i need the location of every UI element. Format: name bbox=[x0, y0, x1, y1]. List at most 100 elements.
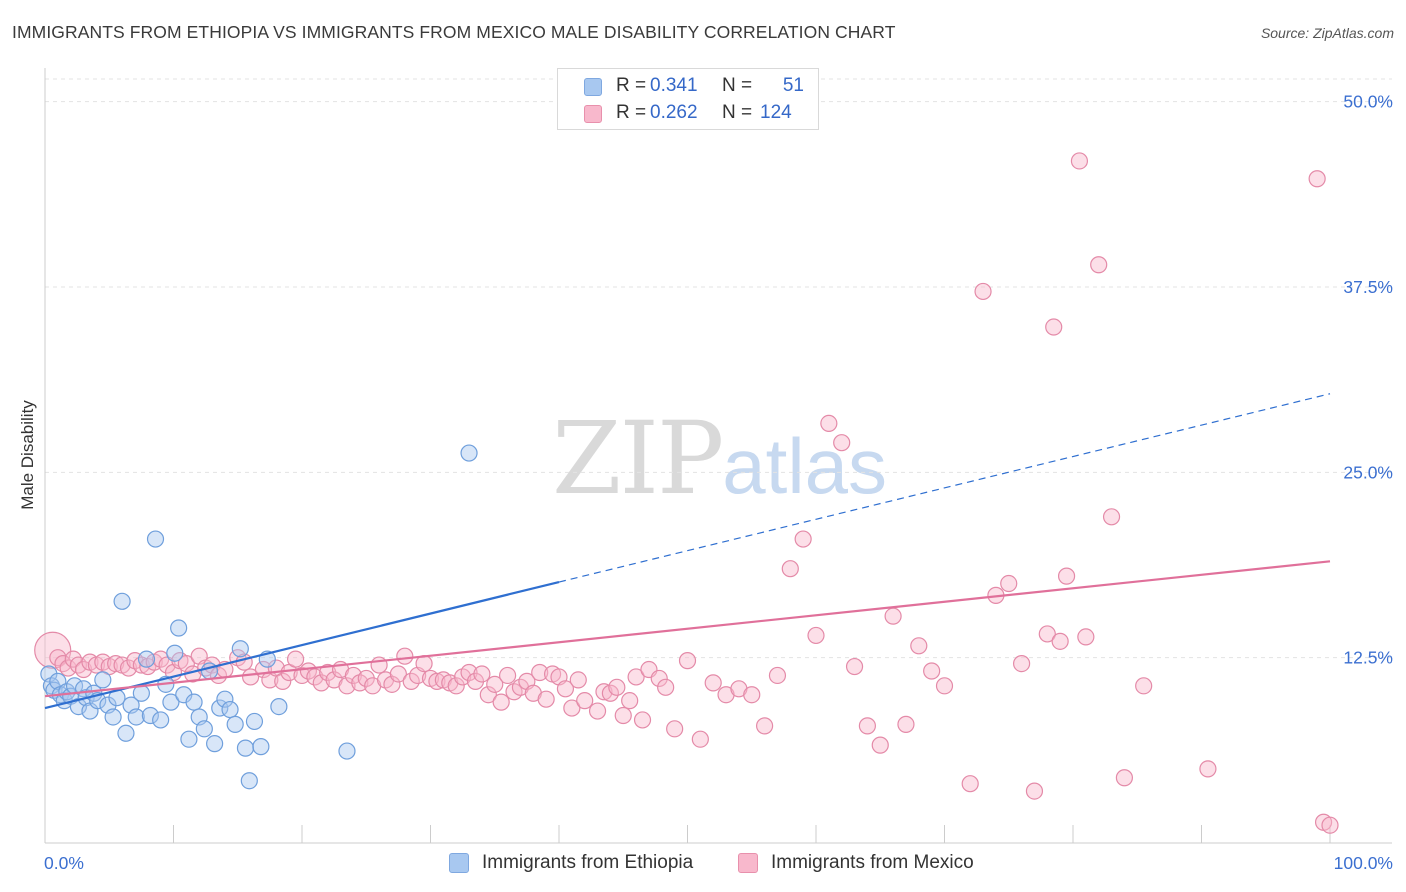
data-point-immigrants-from-mexico bbox=[299, 662, 318, 680]
data-point-immigrants-from-ethiopia bbox=[141, 706, 159, 725]
data-point-immigrants-from-mexico bbox=[794, 530, 812, 548]
data-point-immigrants-from-mexico bbox=[396, 647, 414, 665]
data-point-immigrants-from-mexico bbox=[768, 666, 787, 685]
legend-r-value: 0.262 bbox=[650, 102, 698, 123]
watermark-zip: ZIP bbox=[552, 400, 724, 517]
data-point-immigrants-from-mexico bbox=[1090, 256, 1108, 274]
data-point-immigrants-from-ethiopia bbox=[113, 592, 131, 610]
data-point-immigrants-from-mexico bbox=[242, 668, 260, 686]
data-point-immigrants-from-mexico bbox=[1135, 677, 1153, 695]
data-point-immigrants-from-ethiopia bbox=[231, 640, 249, 658]
data-point-immigrants-from-mexico bbox=[743, 686, 761, 704]
legend-r-label: R = bbox=[616, 102, 647, 123]
legend-swatch-ethiopia bbox=[584, 78, 602, 96]
data-point-immigrants-from-ethiopia bbox=[226, 715, 244, 733]
data-point-immigrants-from-mexico bbox=[678, 652, 697, 670]
bottom-legend-label: Immigrants from Ethiopia bbox=[482, 852, 694, 873]
x-tick-label: 100.0% bbox=[1334, 853, 1393, 873]
data-point-immigrants-from-ethiopia bbox=[240, 772, 258, 790]
data-point-immigrants-from-mexico bbox=[845, 657, 864, 676]
data-point-immigrants-from-mexico bbox=[910, 637, 928, 655]
data-point-immigrants-from-ethiopia bbox=[162, 693, 180, 711]
data-point-immigrants-from-mexico bbox=[595, 683, 613, 701]
data-point-immigrants-from-mexico bbox=[704, 674, 722, 692]
data-point-immigrants-from-mexico bbox=[633, 711, 652, 729]
data-point-immigrants-from-mexico bbox=[1308, 170, 1326, 188]
data-point-immigrants-from-mexico bbox=[576, 692, 594, 710]
bottom-legend-ethiopia: Immigrants from Ethiopia bbox=[449, 852, 709, 876]
data-point-immigrants-from-mexico bbox=[447, 677, 465, 695]
data-point-immigrants-from-ethiopia bbox=[216, 690, 234, 708]
data-point-immigrants-from-ethiopia bbox=[338, 742, 356, 760]
watermark-atlas: atlas bbox=[722, 422, 888, 510]
data-point-immigrants-from-ethiopia bbox=[270, 697, 288, 716]
trend-line-ethiopia-extension bbox=[558, 393, 1331, 583]
data-point-immigrants-from-mexico bbox=[473, 665, 491, 683]
data-point-immigrants-from-ethiopia bbox=[152, 711, 170, 729]
legend-r-value: 0.341 bbox=[650, 75, 698, 96]
data-point-immigrants-from-mexico bbox=[621, 692, 639, 710]
data-point-immigrants-from-mexico bbox=[601, 684, 620, 702]
data-point-immigrants-from-ethiopia bbox=[206, 735, 224, 753]
data-point-immigrants-from-mexico bbox=[1025, 782, 1044, 800]
data-point-immigrants-from-mexico bbox=[383, 675, 401, 693]
data-point-immigrants-from-mexico bbox=[1199, 760, 1217, 778]
data-point-immigrants-from-mexico bbox=[897, 715, 915, 733]
data-point-immigrants-from-mexico bbox=[974, 282, 992, 301]
data-point-immigrants-from-ethiopia bbox=[180, 730, 198, 748]
data-point-immigrants-from-mexico bbox=[563, 699, 581, 717]
data-point-immigrants-from-mexico bbox=[1077, 628, 1095, 646]
data-point-immigrants-from-mexico bbox=[627, 668, 645, 686]
data-point-immigrants-from-mexico bbox=[961, 775, 979, 793]
source-label: Source: ZipAtlas.com bbox=[1260, 25, 1394, 41]
data-point-immigrants-from-mexico bbox=[569, 671, 587, 689]
data-point-immigrants-from-mexico bbox=[657, 678, 675, 696]
data-point-immigrants-from-ethiopia bbox=[195, 720, 213, 738]
data-point-immigrants-from-mexico bbox=[1115, 769, 1134, 787]
data-point-immigrants-from-mexico bbox=[274, 672, 292, 690]
trend-line-mexico bbox=[44, 560, 1331, 698]
data-point-immigrants-from-ethiopia bbox=[185, 693, 203, 711]
chart-title: IMMIGRANTS FROM ETHIOPIA VS IMMIGRANTS F… bbox=[12, 22, 896, 42]
data-point-immigrants-from-mexico bbox=[820, 414, 838, 432]
data-point-immigrants-from-ethiopia bbox=[117, 724, 135, 742]
y-tick-label: 25.0% bbox=[1343, 462, 1393, 482]
data-point-immigrants-from-ethiopia bbox=[94, 671, 112, 689]
data-point-immigrants-from-mexico bbox=[537, 690, 555, 708]
data-point-immigrants-from-mexico bbox=[858, 717, 877, 735]
y-tick-label: 37.5% bbox=[1343, 277, 1393, 297]
data-point-immigrants-from-ethiopia bbox=[146, 530, 165, 548]
data-point-immigrants-from-mexico bbox=[460, 663, 478, 682]
legend-n-value: 124 bbox=[760, 102, 792, 123]
data-point-immigrants-from-mexico bbox=[286, 650, 305, 668]
data-point-immigrants-from-mexico bbox=[499, 666, 517, 685]
data-point-immigrants-from-mexico bbox=[871, 736, 889, 754]
data-point-immigrants-from-ethiopia bbox=[127, 708, 145, 726]
data-point-immigrants-from-mexico bbox=[1102, 508, 1121, 526]
bottom-legend-label: Immigrants from Mexico bbox=[771, 852, 974, 873]
data-point-immigrants-from-mexico bbox=[608, 678, 626, 696]
data-point-immigrants-from-mexico bbox=[755, 717, 774, 735]
data-point-immigrants-from-mexico bbox=[177, 654, 195, 673]
data-point-immigrants-from-mexico bbox=[492, 693, 510, 711]
data-point-immigrants-from-ethiopia bbox=[104, 708, 122, 726]
data-point-immigrants-from-ethiopia bbox=[460, 444, 478, 462]
data-point-immigrants-from-ethiopia bbox=[245, 712, 264, 731]
data-point-immigrants-from-mexico bbox=[1070, 152, 1089, 170]
data-point-immigrants-from-mexico bbox=[807, 626, 825, 645]
bottom-legend-swatch-ethiopia bbox=[449, 853, 469, 873]
data-point-immigrants-from-ethiopia bbox=[170, 619, 188, 637]
legend-n-value: 51 bbox=[782, 75, 804, 96]
data-point-immigrants-from-mexico bbox=[402, 672, 420, 690]
legend-n-label: N = bbox=[722, 75, 753, 96]
data-point-immigrants-from-mexico bbox=[556, 680, 575, 698]
data-point-immigrants-from-ethiopia bbox=[252, 738, 270, 756]
data-point-immigrants-from-mexico bbox=[1038, 625, 1056, 643]
data-point-immigrants-from-mexico bbox=[691, 730, 709, 748]
data-point-immigrants-from-mexico bbox=[1051, 632, 1069, 650]
x-tick-label: 0.0% bbox=[44, 853, 84, 873]
data-point-immigrants-from-mexico bbox=[1057, 567, 1076, 585]
data-point-immigrants-from-ethiopia bbox=[166, 644, 184, 662]
data-point-immigrants-from-mexico bbox=[486, 675, 504, 693]
